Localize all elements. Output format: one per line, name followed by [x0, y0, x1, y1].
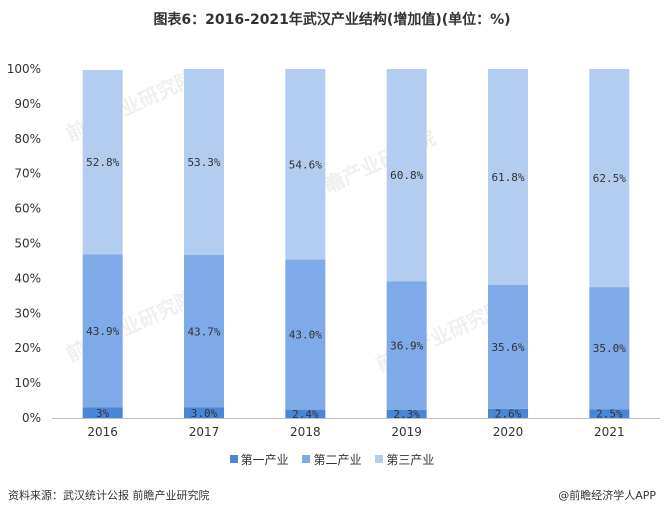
x-tick-label: 2017 — [189, 425, 220, 439]
brand-note: @前瞻经济学人APP — [558, 489, 656, 502]
legend-swatch — [302, 455, 311, 463]
legend: 第一产业 第二产业 第三产业 — [0, 451, 664, 468]
data-label: 2.3% — [393, 408, 420, 421]
data-label: 53.3% — [187, 156, 220, 169]
bar-segment — [488, 69, 528, 285]
x-tick-label: 2020 — [493, 425, 524, 439]
y-tick-label: 50% — [14, 237, 41, 251]
x-tick-label: 2018 — [290, 425, 321, 439]
data-label: 52.8% — [86, 156, 119, 169]
bar-segment — [386, 281, 427, 410]
chart-title: 图表6：2016-2021年武汉产业结构(增加值)(单位：%) — [153, 12, 511, 28]
bar-segment — [386, 69, 427, 282]
bar-segment — [488, 408, 528, 418]
bar-segment — [285, 69, 326, 260]
bar-segment — [285, 259, 326, 410]
bar-segment — [285, 409, 326, 418]
y-tick-label: 20% — [14, 341, 41, 355]
y-tick-label: 40% — [14, 271, 41, 285]
data-label: 2.6% — [495, 407, 522, 420]
bar-segment — [184, 69, 224, 256]
bar-segment — [82, 254, 123, 408]
data-label: 43.7% — [187, 325, 220, 338]
x-tick-label: 2021 — [594, 425, 625, 439]
data-label: 3.0% — [191, 407, 218, 420]
data-label: 60.8% — [390, 169, 423, 182]
legend-item-secondary: 第二产业 — [302, 451, 362, 468]
source-note: 资料来源：武汉统计公报 前瞻产业研究院 — [8, 489, 210, 502]
data-label: 54.6% — [289, 158, 322, 171]
bar-segment — [589, 69, 630, 288]
y-tick-label: 0% — [22, 411, 41, 425]
data-label: 62.5% — [593, 172, 626, 185]
y-tick-label: 30% — [14, 306, 41, 320]
data-label: 43.9% — [86, 325, 119, 338]
data-label: 2.5% — [596, 408, 623, 421]
bar-segment — [589, 409, 630, 418]
y-tick-label: 10% — [14, 376, 41, 390]
bar-segment — [82, 70, 123, 255]
legend-swatch — [375, 455, 384, 463]
bar-segment — [386, 409, 427, 418]
y-tick-label: 60% — [14, 202, 41, 216]
data-label: 2.4% — [292, 408, 319, 421]
bar-segment — [589, 287, 630, 410]
bar-segment — [82, 407, 123, 418]
legend-item-primary: 第一产业 — [229, 451, 289, 468]
data-label: 3% — [96, 407, 110, 420]
data-label: 43.0% — [289, 329, 322, 342]
legend-label: 第三产业 — [386, 453, 435, 467]
bar-segment — [488, 284, 528, 409]
y-tick-label: 90% — [14, 97, 41, 111]
y-tick-label: 100% — [7, 62, 41, 76]
x-tick-label: 2019 — [391, 425, 422, 439]
bar-segment — [184, 255, 224, 408]
bar-segment — [184, 407, 224, 418]
data-label: 61.8% — [491, 171, 524, 184]
data-label: 35.6% — [491, 341, 524, 354]
legend-swatch — [229, 455, 238, 463]
x-tick-label: 2016 — [87, 425, 118, 439]
data-label: 35.0% — [593, 342, 626, 355]
data-label: 36.9% — [390, 340, 423, 353]
legend-label: 第一产业 — [240, 453, 289, 467]
legend-item-tertiary: 第三产业 — [375, 451, 434, 468]
legend-label: 第二产业 — [313, 453, 362, 467]
y-tick-label: 70% — [14, 167, 41, 181]
y-tick-label: 80% — [14, 132, 41, 146]
